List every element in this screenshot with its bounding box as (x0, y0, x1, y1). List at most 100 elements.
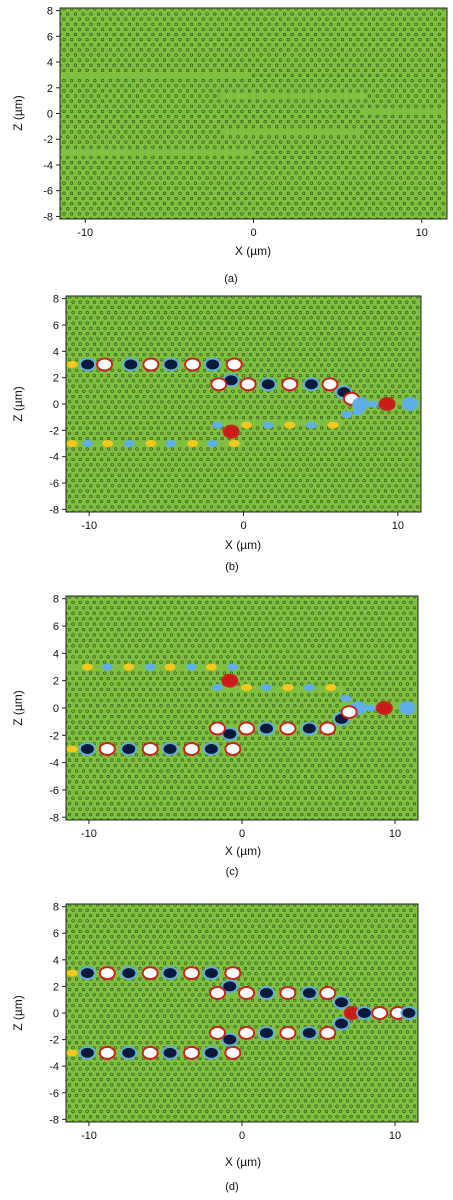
lattice-hole (135, 457, 139, 462)
lattice-hole (163, 731, 167, 735)
lattice-hole (178, 17, 182, 21)
lattice-hole (82, 410, 86, 414)
lattice-hole (310, 807, 315, 811)
lattice-hole (422, 114, 426, 119)
lattice-hole (178, 300, 182, 304)
lattice-hole (405, 468, 409, 472)
lattice-hole (334, 436, 338, 441)
lattice-hole (97, 155, 101, 160)
lattice-hole (281, 473, 285, 477)
lattice-hole (186, 27, 190, 32)
lattice-hole (139, 494, 143, 498)
lattice-hole (81, 22, 85, 26)
lattice-hole (182, 125, 186, 129)
lattice-hole (379, 48, 383, 52)
lattice-hole (85, 785, 89, 790)
lattice-hole (409, 807, 413, 811)
lattice-hole (266, 326, 271, 331)
lattice-hole (151, 217, 155, 219)
lattice-hole (305, 332, 310, 336)
lattice-hole (303, 796, 308, 800)
lattice-hole (96, 400, 100, 404)
lattice-hole (363, 758, 367, 762)
lattice-hole (267, 43, 271, 47)
lattice-hole (124, 8, 128, 11)
lattice-hole (391, 84, 395, 88)
lattice-hole (78, 774, 82, 779)
lattice-hole (360, 166, 364, 170)
lattice-hole (261, 785, 265, 790)
lattice-hole (401, 305, 405, 310)
lattice-hole (124, 494, 128, 498)
lattice-hole (139, 326, 143, 331)
lattice-hole (395, 161, 399, 165)
lattice-hole (286, 780, 290, 784)
lattice-hole (135, 510, 139, 512)
lattice-hole (163, 478, 167, 483)
lattice-hole (220, 300, 224, 304)
lattice-hole (163, 395, 167, 399)
lattice-hole (272, 769, 276, 773)
lattice-hole (73, 217, 78, 219)
lattice-hole (375, 43, 379, 47)
lattice-hole (139, 8, 143, 11)
lattice-hole (62, 17, 66, 21)
lattice-hole (418, 171, 422, 175)
lattice-hole (208, 780, 212, 784)
lattice-hole (219, 753, 223, 757)
lattice-hole (302, 89, 306, 93)
lattice-hole (302, 181, 306, 185)
lattice-hole (74, 769, 79, 773)
lattice-hole (346, 731, 350, 735)
lattice-hole (275, 63, 279, 67)
lattice-hole (331, 774, 336, 779)
lattice-hole (205, 53, 209, 57)
lattice-hole (321, 53, 325, 57)
lattice-hole (99, 807, 103, 811)
lattice-hole (418, 181, 422, 185)
lattice-hole (85, 353, 89, 357)
lattice-hole (96, 812, 100, 817)
lattice-hole (93, 212, 97, 216)
lattice-hole (81, 135, 85, 139)
lattice-hole (266, 484, 271, 488)
lattice-hole (380, 431, 384, 435)
lattice-hole (313, 217, 317, 219)
lattice-hole (333, 78, 337, 83)
lattice-hole (69, 191, 74, 195)
lattice-hole (367, 774, 371, 779)
lattice-hole (377, 725, 381, 730)
lattice-hole (85, 161, 89, 165)
lattice-hole (383, 353, 388, 357)
x-tick-label: -10 (81, 520, 97, 532)
lattice-hole (422, 63, 426, 67)
lattice-hole (116, 37, 120, 42)
lattice-hole (152, 736, 156, 741)
lattice-hole (363, 780, 367, 784)
lattice-hole (190, 104, 194, 108)
lattice-hole (259, 463, 263, 467)
lattice-hole (141, 731, 145, 735)
lattice-hole (99, 489, 104, 493)
lattice-hole (383, 125, 387, 129)
lattice-hole (66, 94, 70, 98)
lattice-hole (240, 796, 244, 800)
lattice-hole (89, 217, 93, 219)
lattice-hole (377, 791, 381, 795)
lattice-hole (110, 431, 114, 435)
lattice-hole (88, 758, 93, 762)
lattice-hole (195, 305, 199, 310)
lattice-hole (195, 400, 199, 404)
lattice-hole (139, 27, 143, 32)
lattice-hole (282, 12, 287, 16)
lattice-hole (202, 389, 207, 393)
lattice-hole (406, 53, 410, 57)
lattice-hole (75, 358, 79, 362)
lattice-hole (162, 58, 167, 62)
lattice-hole (302, 27, 306, 32)
lattice-hole (128, 217, 132, 219)
lattice-hole (198, 774, 202, 779)
lattice-hole (375, 196, 379, 201)
lattice-hole (156, 384, 160, 388)
lattice-hole (255, 48, 260, 52)
